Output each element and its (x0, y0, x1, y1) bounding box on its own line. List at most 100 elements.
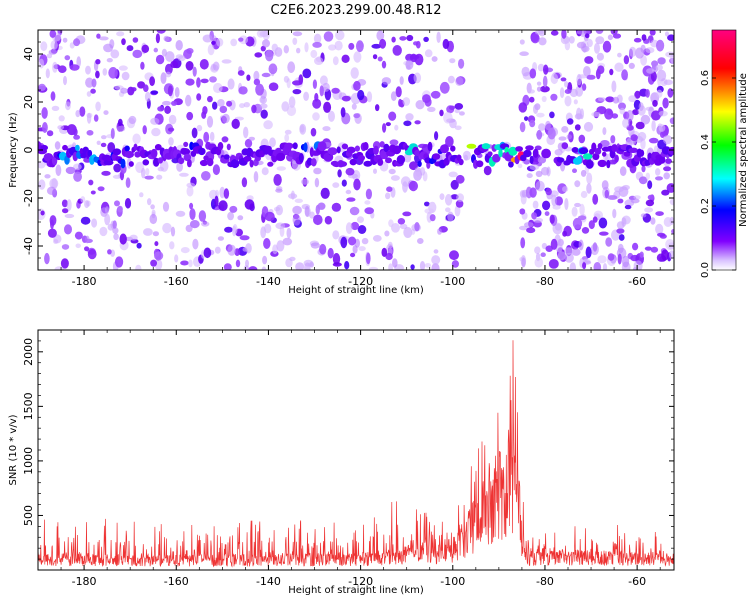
heatmap-cell (113, 233, 119, 241)
heatmap-cell (621, 217, 627, 227)
heatmap-cell (38, 83, 46, 91)
heatmap-cell (110, 49, 120, 59)
heatmap-cell (174, 254, 179, 263)
heatmap-cell (607, 34, 614, 41)
heatmap-cell (541, 95, 547, 103)
heatmap-cell (653, 145, 659, 154)
heatmap-cell (449, 58, 456, 64)
heatmap-cell (599, 231, 609, 236)
heatmap-cell (529, 119, 536, 128)
heatmap-cell (63, 75, 67, 86)
heatmap-cell (175, 40, 183, 51)
heatmap-cell (571, 206, 578, 217)
heatmap-cell (564, 81, 569, 88)
heatmap-cell (389, 139, 399, 146)
heatmap-signal-cell (578, 147, 589, 155)
heatmap-cell (582, 262, 587, 270)
heatmap-cell (568, 36, 575, 44)
heatmap-cell (664, 31, 670, 37)
heatmap-cell (124, 198, 132, 209)
heatmap-cell (518, 102, 528, 113)
heatmap-cell (549, 214, 555, 224)
heatmap-cell (364, 200, 371, 205)
heatmap-cell (292, 80, 302, 86)
heatmap-cell (405, 113, 414, 121)
heatmap-cell (341, 54, 350, 63)
heatmap-cell (382, 123, 387, 133)
heatmap-cell (261, 72, 271, 78)
heatmap-cell (616, 228, 625, 234)
heatmap-signal-cell (180, 148, 191, 155)
heatmap-cell (292, 89, 302, 95)
heatmap-signal-cell (157, 157, 164, 164)
heatmap-cell (117, 125, 126, 132)
heatmap-signal-cell (450, 145, 456, 152)
heatmap-cell (85, 65, 91, 75)
heatmap-cell (533, 217, 544, 223)
heatmap-cell (483, 165, 492, 176)
heatmap-cell (262, 39, 270, 48)
heatmap-cell (559, 87, 565, 99)
heatmap-cell (155, 33, 160, 44)
heatmap-signal-cell (317, 141, 327, 152)
heatmap-cell (299, 125, 305, 133)
heatmap-cell (540, 252, 546, 257)
y-tick-label: -40 (22, 237, 35, 255)
heatmap-cell (101, 135, 107, 140)
heatmap-cell (566, 134, 572, 140)
heatmap-cell (666, 183, 674, 193)
heatmap-cell (406, 34, 414, 42)
heatmap-cell (84, 246, 90, 252)
heatmap-cell (232, 225, 237, 237)
heatmap-cell (614, 186, 624, 193)
heatmap-cell (58, 65, 67, 73)
x-tick-label: -120 (348, 275, 373, 288)
heatmap-signal-cell (128, 161, 134, 167)
heatmap-cell (545, 120, 551, 131)
heatmap-cell (51, 105, 60, 111)
heatmap-cell (552, 204, 561, 210)
heatmap-cell (595, 30, 604, 34)
heatmap-cell (409, 161, 418, 171)
heatmap-cell (64, 213, 75, 219)
heatmap-cell (222, 113, 230, 124)
heatmap-cell (221, 136, 229, 143)
heatmap-cell (628, 62, 635, 69)
heatmap-cell (655, 211, 664, 217)
heatmap-cell (618, 234, 625, 241)
heatmap-cell (327, 247, 334, 259)
heatmap-cell (219, 105, 228, 114)
heatmap-cell (602, 40, 612, 53)
y-tick-label: -20 (22, 189, 35, 207)
heatmap-cell (332, 262, 342, 267)
heatmap-cell (312, 41, 322, 48)
heatmap-cell (128, 115, 137, 125)
heatmap-cell (415, 100, 425, 110)
heatmap-signal-cell (327, 147, 338, 156)
heatmap-cell (323, 31, 334, 42)
heatmap-cell (647, 180, 653, 190)
heatmap-cell (131, 87, 137, 92)
snr-y-ticks: 500 1000 1500 2000 (22, 329, 674, 560)
heatmap-cell (451, 260, 459, 268)
heatmap-cell (223, 188, 230, 199)
heatmap-cell (284, 129, 292, 135)
heatmap-cell (218, 200, 228, 212)
heatmap-cell (577, 215, 587, 221)
heatmap-cell (64, 224, 72, 235)
heatmap-cell (454, 103, 464, 110)
heatmap-cell (612, 33, 622, 39)
heatmap-cell (602, 263, 608, 270)
heatmap-cell (227, 78, 235, 90)
heatmap-signal-cell (508, 146, 518, 156)
heatmap-cell (517, 163, 523, 169)
heatmap-cell (580, 169, 587, 177)
heatmap-cell (143, 228, 153, 236)
heatmap-cell (116, 31, 125, 37)
heatmap-cell (177, 55, 186, 62)
heatmap-cell (61, 199, 68, 208)
heatmap-cell (254, 52, 263, 58)
heatmap-cell (183, 141, 189, 147)
heatmap-cell (366, 91, 373, 103)
heatmap-signal-cell (177, 157, 185, 165)
